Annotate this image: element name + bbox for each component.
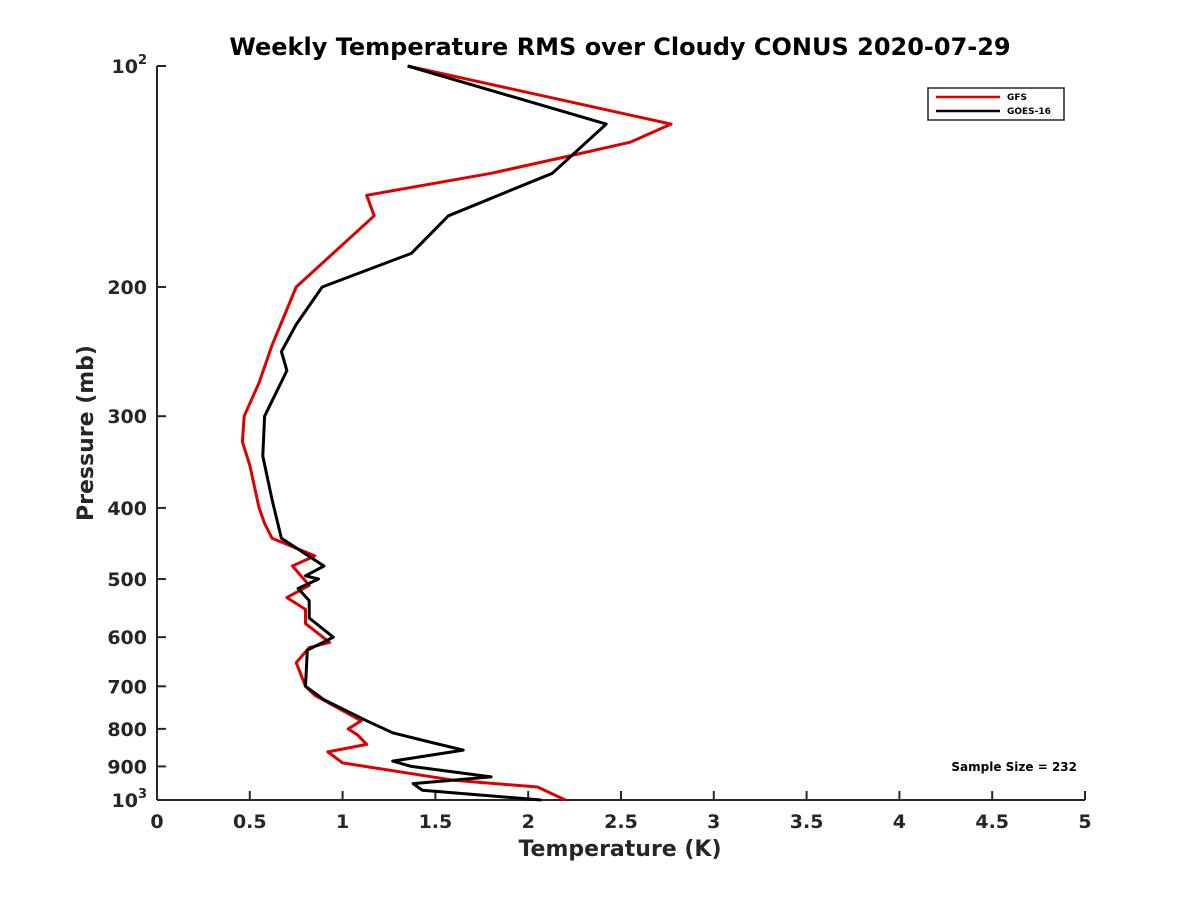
series-line-goes16 xyxy=(261,64,608,802)
y-tick-label: 700 xyxy=(107,676,147,698)
y-tick-label: 800 xyxy=(107,719,147,741)
y-tick-label: 600 xyxy=(107,627,147,649)
legend-box xyxy=(927,87,1065,121)
x-tick-label: 2 xyxy=(522,811,535,833)
legend-label-goes16: GOES-16 xyxy=(1007,107,1051,117)
legend: GFS GOES-16 xyxy=(927,87,1065,121)
x-tick-label: 0 xyxy=(150,811,163,833)
x-axis-label: Temperature (K) xyxy=(518,837,721,862)
x-tick-label: 1.5 xyxy=(419,811,453,833)
series-line-gfs xyxy=(240,64,673,802)
y-tick-label-base: 900 xyxy=(107,756,147,778)
y-tick-label: 400 xyxy=(107,498,147,520)
y-tick-label-base: 10 xyxy=(112,790,138,812)
y-axis-label: Pressure (mb) xyxy=(74,345,99,521)
x-tick-label: 0.5 xyxy=(233,811,267,833)
x-tick-label: 3.5 xyxy=(790,811,824,833)
y-tick-label-base: 200 xyxy=(107,277,147,299)
series-lines xyxy=(240,64,673,802)
y-tick-label: 200 xyxy=(107,277,147,299)
y-tick-label-base: 400 xyxy=(107,498,147,520)
y-tick-label: 102 xyxy=(112,53,148,78)
y-tick-label-exponent: 2 xyxy=(138,53,147,68)
y-tick-label: 500 xyxy=(107,569,147,591)
y-tick-label-base: 700 xyxy=(107,676,147,698)
x-tick-label: 4 xyxy=(893,811,906,833)
x-tick-label: 2.5 xyxy=(604,811,638,833)
x-ticks: 0 0.5 1 1.5 2 2.5 3 3.5 4 4.5 5 xyxy=(150,791,1092,833)
y-tick-label-exponent: 3 xyxy=(138,787,147,802)
y-tick-label: 900 xyxy=(107,756,147,778)
y-tick-label: 103 xyxy=(112,787,148,812)
x-tick-label: 4.5 xyxy=(975,811,1009,833)
x-tick-label: 3 xyxy=(707,811,720,833)
chart-title: Weekly Temperature RMS over Cloudy CONUS… xyxy=(229,33,1010,61)
y-tick-label-base: 500 xyxy=(107,569,147,591)
y-tick-label-base: 10 xyxy=(112,56,138,78)
y-tick-label-base: 300 xyxy=(107,406,147,428)
x-tick-label: 1 xyxy=(336,811,349,833)
y-tick-label-base: 800 xyxy=(107,719,147,741)
legend-label-gfs: GFS xyxy=(1007,93,1027,103)
sample-size-annotation: Sample Size = 232 xyxy=(951,760,1077,774)
y-tick-label: 300 xyxy=(107,406,147,428)
y-tick-label-base: 600 xyxy=(107,627,147,649)
x-tick-label: 5 xyxy=(1078,811,1091,833)
